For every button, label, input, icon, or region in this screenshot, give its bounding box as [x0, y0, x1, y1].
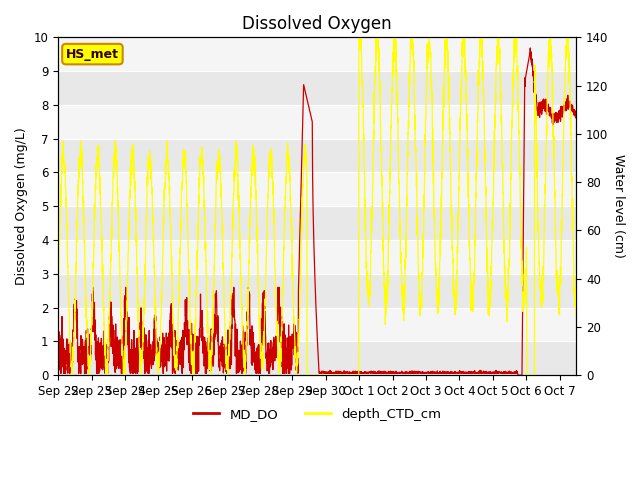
Bar [58, 71, 576, 105]
Legend: MD_DO, depth_CTD_cm: MD_DO, depth_CTD_cm [188, 402, 447, 426]
Bar [58, 172, 576, 206]
Y-axis label: Water level (cm): Water level (cm) [612, 154, 625, 258]
Bar [58, 341, 576, 375]
Bar [58, 240, 576, 274]
Bar [58, 206, 576, 240]
Bar [58, 139, 576, 172]
Bar [58, 308, 576, 341]
Bar [58, 274, 576, 308]
Y-axis label: Dissolved Oxygen (mg/L): Dissolved Oxygen (mg/L) [15, 127, 28, 285]
Text: HS_met: HS_met [66, 48, 119, 60]
Bar [58, 37, 576, 71]
Bar [58, 105, 576, 139]
Title: Dissolved Oxygen: Dissolved Oxygen [243, 15, 392, 33]
